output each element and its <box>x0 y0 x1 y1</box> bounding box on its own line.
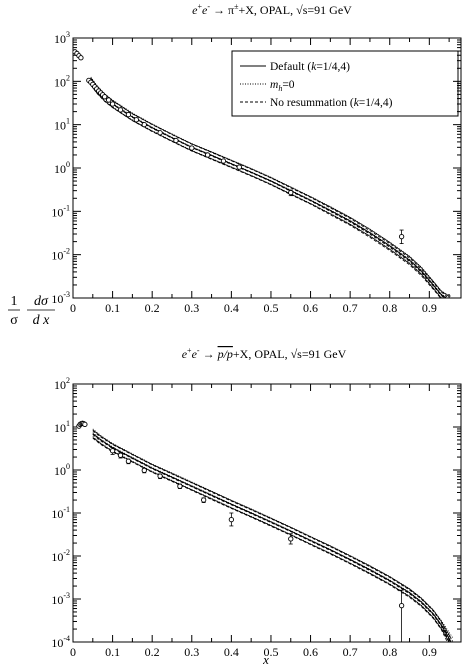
data-point <box>177 483 183 489</box>
theory-curve-solid <box>90 84 442 298</box>
theory-curve-dashed <box>92 434 450 642</box>
data-points <box>73 49 405 245</box>
legend-entry-mh0: mh=0 <box>240 79 295 93</box>
y-tick-label: 10-1 <box>51 203 70 219</box>
data-point <box>288 189 294 196</box>
data-point <box>204 152 211 158</box>
theory-curve-dotted <box>92 428 454 639</box>
x-tick-label: 0.9 <box>422 301 437 315</box>
x-tick-label: 0.4 <box>224 301 239 315</box>
data-point <box>133 117 139 123</box>
theory-curve-dashed <box>90 81 446 298</box>
y-tick-label: 101 <box>54 117 70 133</box>
y-tick-label: 101 <box>54 419 70 435</box>
data-point <box>173 137 179 144</box>
y-tick-label: 10-3 <box>51 591 70 607</box>
data-point <box>220 158 227 164</box>
data-point <box>105 97 112 103</box>
y-tick-label: 103 <box>54 30 70 46</box>
theory-curve-dashed <box>92 437 448 642</box>
data-point <box>398 603 405 609</box>
chart-panel-2: 0 0.1 0.2 0.3 0.4 0.5 0.6 0.7 0.8 0.9 102 101 100 10-… <box>51 376 462 659</box>
legend: Default (k=1/4,4) mh=0 No resummation (k… <box>231 50 459 117</box>
y-tick-label: 10-2 <box>51 247 70 263</box>
theory-curve-dotted <box>92 432 454 642</box>
x-tick-label: 0.7 <box>343 645 358 659</box>
svg-text:σ: σ <box>10 313 18 328</box>
svg-text:mh=0: mh=0 <box>270 79 295 93</box>
x-tick-label: 0.6 <box>303 645 318 659</box>
data-point <box>125 112 132 118</box>
data-point <box>109 101 116 107</box>
data-point <box>157 473 163 479</box>
legend-entry-default: Default (k=1/4,4) <box>240 61 350 73</box>
x-tick-label: 0 <box>70 645 76 659</box>
theory-curve-dashed <box>92 430 450 639</box>
svg-text:dσ: dσ <box>34 294 49 309</box>
x-tick-label: 0.2 <box>145 301 160 315</box>
x-tick-label: 0.1 <box>105 645 120 659</box>
y-tick-label: 100 <box>54 160 70 176</box>
data-point <box>201 497 207 503</box>
svg-text:d x: d x <box>33 313 51 328</box>
x-tick-label: 0 <box>70 301 76 315</box>
data-point <box>288 536 294 542</box>
data-point <box>189 145 195 151</box>
y-tick-label: 100 <box>54 462 70 478</box>
data-point <box>109 448 116 454</box>
y-tick-label: 10-2 <box>51 548 70 564</box>
data-point <box>157 130 163 136</box>
y-axis-label: 1 σ dσ d x <box>8 294 55 328</box>
x-tick-label: 0.4 <box>224 645 239 659</box>
x-tick-label: 0.1 <box>105 301 120 315</box>
theory-curve-dashed <box>90 78 448 297</box>
chart-panel-1: 0 0.1 0.2 0.3 0.4 0.5 0.6 0.7 0.8 0.9 103 102 101 100… <box>51 30 462 315</box>
x-tick-label: 0.5 <box>263 645 278 659</box>
data-point <box>117 452 124 458</box>
data-point <box>236 164 242 170</box>
curves <box>90 76 452 298</box>
x-tick-label: 0.9 <box>422 645 437 659</box>
theory-curve-dotted <box>90 80 449 298</box>
y-tick-label: 10-3 <box>51 290 70 306</box>
x-tick-label: 0.8 <box>382 645 397 659</box>
data-point <box>82 421 88 428</box>
svg-text:Default (k=1/4,4): Default (k=1/4,4) <box>270 61 350 73</box>
y-tick-label: 102 <box>54 73 70 89</box>
x-tick-label: 0.2 <box>145 645 160 659</box>
theory-curve-dashed <box>90 84 442 298</box>
y-tick-label: 10-1 <box>51 505 70 521</box>
x-tick-label: 0.6 <box>303 301 318 315</box>
y-tick-label: 102 <box>54 376 70 392</box>
data-point <box>228 517 235 523</box>
curves <box>92 428 454 642</box>
y-tick-label: 10-4 <box>51 634 70 650</box>
data-point <box>141 467 147 474</box>
x-tick-label: 0.7 <box>343 301 358 315</box>
x-tick-label: 0.5 <box>263 301 278 315</box>
data-point <box>78 55 84 61</box>
x-tick-label: 0.3 <box>184 301 199 315</box>
top-chart-title: e+e- → π±+X, OPAL, √s=91 GeV <box>192 2 352 17</box>
data-points <box>76 420 405 642</box>
svg-text:No resummation (k=1/4,4): No resummation (k=1/4,4) <box>270 97 393 109</box>
x-axis-label: x <box>262 652 269 666</box>
theory-curve-dotted <box>90 83 443 298</box>
theory-curve-dotted <box>90 76 452 297</box>
x-tick-label: 0.8 <box>382 301 397 315</box>
data-point <box>125 458 132 464</box>
legend-entry-no-resummation: No resummation (k=1/4,4) <box>240 97 393 109</box>
data-point <box>102 94 108 100</box>
theory-curve-dotted <box>92 435 452 642</box>
bottom-chart-title: e+e- → p/p+X, OPAL, √s=91 GeV <box>182 346 347 361</box>
svg-text:1: 1 <box>11 294 18 309</box>
data-point <box>141 122 147 128</box>
data-point <box>398 234 405 240</box>
data-point <box>117 107 124 113</box>
x-tick-label: 0.3 <box>184 645 199 659</box>
